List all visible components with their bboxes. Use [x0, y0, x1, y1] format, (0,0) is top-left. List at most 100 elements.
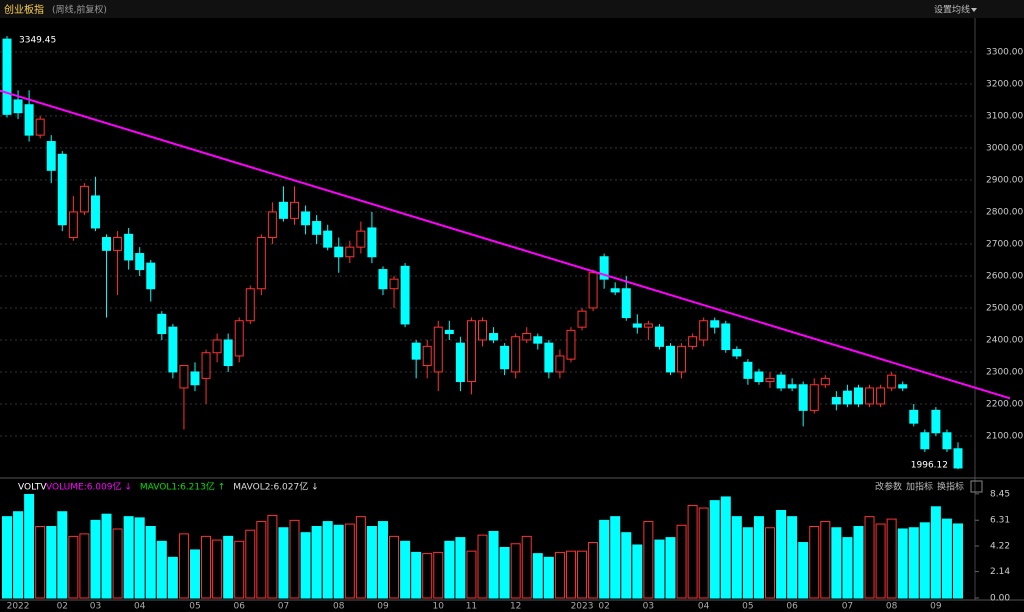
- candle-body: [853, 387, 863, 405]
- y-tick-label: 3100.00: [986, 111, 1023, 121]
- volume-bar: [853, 526, 864, 599]
- x-tick-label: 2023: [571, 602, 594, 612]
- volume-bar: [809, 526, 820, 599]
- candle-body: [113, 237, 123, 251]
- candle-body: [577, 310, 587, 328]
- y-tick-label: 6.31: [990, 516, 1010, 526]
- candle-body: [278, 201, 288, 219]
- x-tick-label: 03: [643, 602, 654, 612]
- candle-body: [599, 256, 609, 280]
- candle-body: [699, 320, 709, 341]
- volume-bar: [765, 527, 776, 599]
- candle-body: [35, 118, 45, 136]
- panel-button[interactable]: 改参数: [875, 481, 902, 493]
- volume-bar: [510, 543, 521, 599]
- ma-button[interactable]: 设置均线: [934, 4, 970, 16]
- candle-body: [400, 265, 410, 325]
- chart-title: 创业板指: [4, 3, 44, 16]
- volume-bar: [930, 506, 941, 599]
- volume-bar: [201, 535, 212, 599]
- volume-bar: [167, 556, 178, 599]
- x-tick-label: 02: [598, 602, 609, 612]
- candle-body: [2, 38, 12, 115]
- candle-body: [334, 246, 344, 258]
- y-tick-label: 2900.00: [986, 175, 1023, 185]
- candle-body: [135, 253, 145, 271]
- candle-body: [356, 230, 366, 248]
- y-tick-label: 2800.00: [986, 207, 1023, 217]
- candle-body: [68, 211, 78, 239]
- x-tick-label: 06: [233, 602, 245, 612]
- volume-bar: [886, 518, 897, 599]
- y-tick-label: 8.45: [990, 489, 1010, 499]
- volume-bar: [820, 521, 831, 599]
- volume-bar: [577, 550, 588, 599]
- candle-body: [267, 211, 277, 239]
- volume-bar: [831, 527, 842, 599]
- volume-bar: [333, 524, 344, 599]
- candle-body: [677, 345, 687, 373]
- candle-body: [168, 326, 178, 373]
- candle-body: [555, 355, 565, 373]
- volume-bar: [400, 540, 411, 599]
- candle-body: [256, 237, 266, 290]
- volume-bar: [787, 516, 798, 599]
- volume-bar: [90, 519, 101, 599]
- y-tick-label: 3000.00: [986, 143, 1023, 153]
- candle-body: [312, 221, 322, 235]
- candle-body: [787, 384, 797, 389]
- volume-bar: [488, 530, 499, 599]
- legend-entry: MAVOL2:6.027亿 ↓: [233, 481, 318, 493]
- volume-bar: [521, 535, 532, 599]
- candle-body: [522, 333, 532, 341]
- y-tick-label: 2100.00: [986, 431, 1023, 441]
- candle-body: [931, 409, 941, 434]
- candle-body: [90, 195, 100, 229]
- volume-bar: [101, 513, 112, 599]
- legend-entry: MAVOL1:6.213亿 ↑: [140, 481, 225, 493]
- candle-body: [588, 272, 598, 309]
- dropdown-arrow: [971, 8, 977, 12]
- y-tick-label: 2200.00: [986, 399, 1023, 409]
- candle-body: [754, 371, 764, 383]
- volume-bar: [908, 527, 919, 599]
- volume-bar: [411, 551, 422, 599]
- candle-body: [544, 342, 554, 373]
- volume-bar: [79, 533, 90, 599]
- candle-body: [57, 153, 67, 226]
- x-tick-label: 09: [930, 602, 942, 612]
- candle-body: [621, 288, 631, 319]
- panel-button[interactable]: 加指标: [906, 481, 933, 493]
- candle-body: [643, 323, 653, 328]
- volume-bar: [621, 532, 632, 599]
- volume-bar: [709, 500, 720, 599]
- volume-bar: [389, 535, 400, 599]
- candle-body: [798, 384, 808, 411]
- x-tick-label: 08: [333, 602, 345, 612]
- volume-bar: [300, 532, 311, 599]
- candle-body: [909, 409, 919, 424]
- volume-bar: [322, 521, 333, 599]
- candle-body: [157, 313, 167, 335]
- volume-bar: [897, 528, 908, 599]
- volume-bar: [953, 523, 963, 599]
- volume-bar: [543, 556, 554, 599]
- volume-bar: [643, 521, 654, 599]
- y-tick-label: 0.00: [990, 594, 1010, 604]
- volume-bar: [941, 518, 952, 599]
- panel-button[interactable]: 换指标: [937, 481, 964, 493]
- panel-toggle[interactable]: [970, 480, 983, 493]
- candle-body: [765, 377, 775, 383]
- volume-bar: [24, 493, 35, 599]
- candle-body: [411, 342, 421, 360]
- candle-body: [124, 233, 134, 261]
- volume-bar: [289, 519, 300, 599]
- y-tick-label: 2.14: [990, 567, 1010, 577]
- volume-bar: [698, 507, 709, 599]
- volume-bar: [875, 523, 886, 599]
- candle-body: [710, 320, 720, 328]
- candle-body: [345, 246, 355, 258]
- candle-body: [234, 320, 244, 357]
- candle-body: [378, 269, 388, 290]
